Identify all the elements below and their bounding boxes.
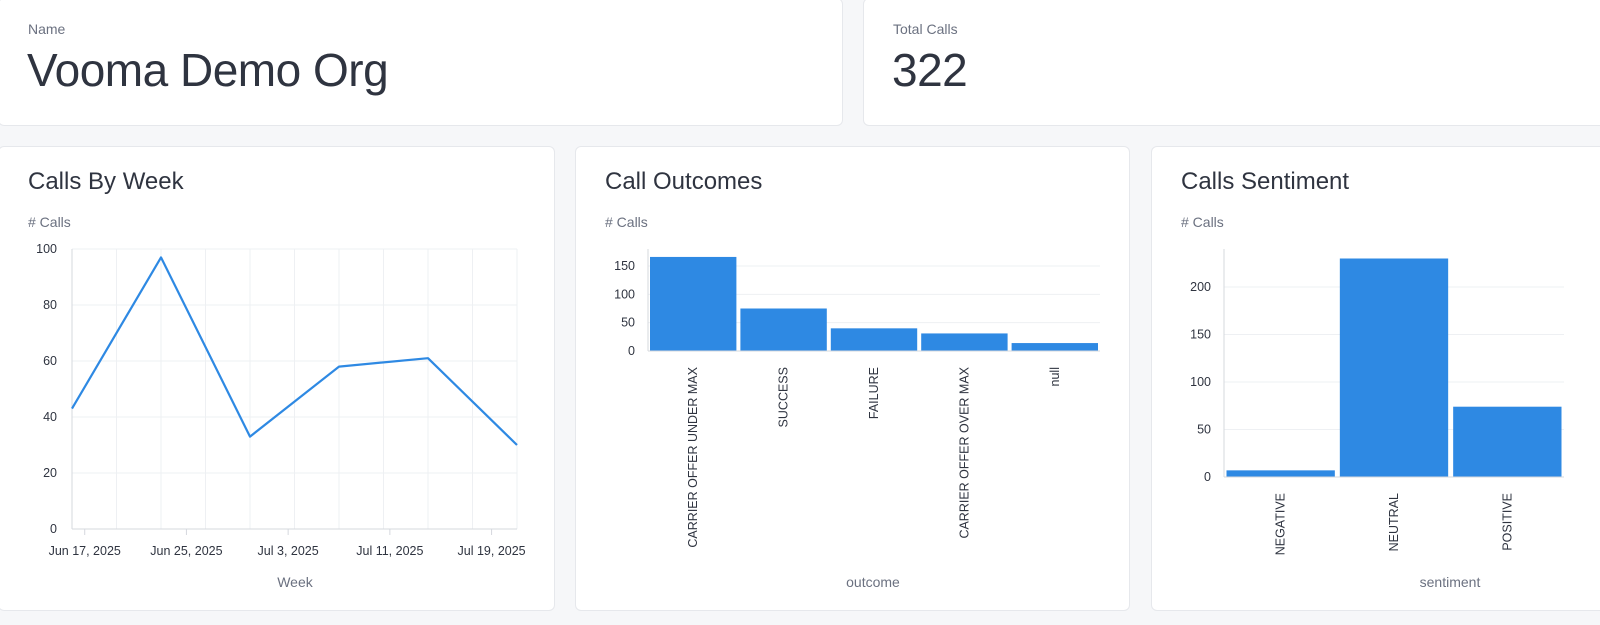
outcome-chart-ytick: 100 <box>614 287 635 301</box>
outcome-chart-xtick: null <box>1048 367 1062 386</box>
sentiment-chart-bar <box>1339 258 1449 477</box>
week-chart-xlabel: Week <box>277 574 314 590</box>
call-outcomes-card: Call Outcomes # Calls <box>575 146 1130 611</box>
call-outcomes-title: Call Outcomes <box>605 168 763 195</box>
org-name-card: Name Vooma Demo Org <box>0 0 843 126</box>
week-chart-ytick: 100 <box>36 242 57 256</box>
week-chart-xtick: Jul 19, 2025 <box>458 544 526 558</box>
week-chart-xtick: Jul 3, 2025 <box>258 544 319 558</box>
calls-sentiment-card: Calls Sentiment # Calls <box>1151 146 1600 611</box>
sentiment-chart-ytick: 0 <box>1204 470 1211 484</box>
total-calls-value: 322 <box>892 44 968 96</box>
outcome-chart-bar <box>740 308 827 351</box>
outcome-chart-bar <box>830 328 918 351</box>
outcome-chart-xtick: FAILURE <box>867 367 881 419</box>
week-chart-xtick: Jun 17, 2025 <box>49 544 121 558</box>
week-chart-ytick: 60 <box>43 354 57 368</box>
outcome-chart-ytick: 0 <box>628 344 635 358</box>
sentiment-chart-bar <box>1226 470 1335 477</box>
sentiment-chart-ytick: 50 <box>1197 423 1211 437</box>
sentiment-chart-ytick: 200 <box>1190 280 1211 294</box>
week-chart-xtick: Jul 11, 2025 <box>356 544 423 558</box>
outcome-chart-xlabel: outcome <box>846 574 900 590</box>
sentiment-chart-xtick: POSITIVE <box>1500 493 1514 551</box>
week-chart-ytick: 0 <box>50 522 57 536</box>
sentiment-chart-xtick: NEGATIVE <box>1274 493 1288 555</box>
outcome-chart-xtick: CARRIER OFFER UNDER MAX <box>686 366 700 547</box>
total-calls-label: Total Calls <box>893 21 958 37</box>
org-name-label: Name <box>28 21 66 37</box>
calls-sentiment-ylabel: # Calls <box>1181 214 1224 230</box>
sentiment-chart-bar <box>1453 406 1562 477</box>
calls-sentiment-title: Calls Sentiment <box>1181 168 1350 195</box>
outcome-chart-ytick: 50 <box>621 316 635 330</box>
outcome-chart-xtick: CARRIER OFFER OVER MAX <box>957 366 971 538</box>
week-chart-xtick: Jun 25, 2025 <box>150 544 222 558</box>
week-chart-ytick: 80 <box>43 298 57 312</box>
sentiment-chart-ytick: 100 <box>1190 375 1211 389</box>
calls-by-week-title: Calls By Week <box>28 168 184 195</box>
week-chart-series-line <box>71 256 518 446</box>
outcome-chart-bar <box>1011 343 1098 351</box>
calls-by-week-ylabel: # Calls <box>28 214 71 230</box>
week-chart-ytick: 20 <box>43 466 57 480</box>
call-outcomes-ylabel: # Calls <box>605 214 648 230</box>
calls-by-week-card: Calls By Week # Calls <box>0 146 555 611</box>
sentiment-chart-xtick: NEUTRAL <box>1387 493 1401 551</box>
outcome-chart-bar <box>921 333 1008 351</box>
outcome-chart-xtick: SUCCESS <box>777 367 791 427</box>
week-chart-ytick: 40 <box>43 410 57 424</box>
outcome-chart-ytick: 150 <box>614 259 635 273</box>
outcome-chart-bar <box>650 256 737 351</box>
sentiment-chart-xlabel: sentiment <box>1420 574 1481 590</box>
total-calls-card: Total Calls 322 <box>863 0 1600 126</box>
org-name-value: Vooma Demo Org <box>27 44 389 96</box>
sentiment-chart-ytick: 150 <box>1190 328 1211 342</box>
